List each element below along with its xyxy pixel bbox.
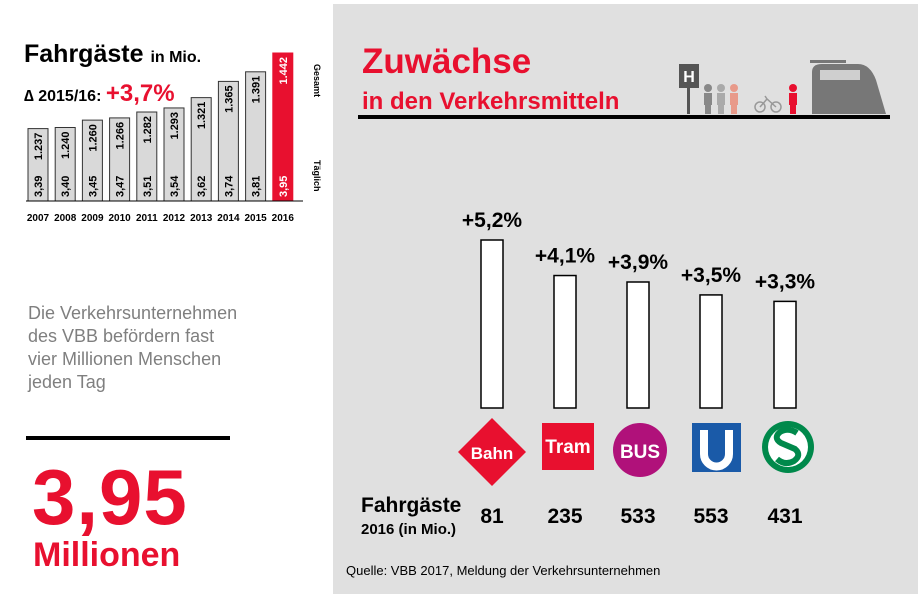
chart-title: Fahrgäste in Mio. (24, 40, 202, 68)
growth-bar (699, 294, 723, 409)
person-body (730, 93, 738, 105)
total-label: 1.442 (278, 57, 290, 85)
passenger-value: 553 (693, 505, 728, 528)
total-label: 1.240 (60, 131, 72, 159)
passengers-label: Fahrgäste (361, 494, 462, 517)
daily-label: 3,40 (60, 176, 72, 197)
total-label: 1.321 (196, 102, 208, 130)
daily-label: 3,81 (251, 176, 263, 197)
tram-logo: Tram (542, 423, 594, 470)
bahn-text: Bahn (471, 444, 514, 463)
passenger-value: 533 (620, 505, 655, 528)
passengers-sublabel: 2016 (in Mio.) (361, 521, 457, 538)
year-label: 2013 (190, 213, 213, 224)
year-label: 2011 (136, 213, 158, 224)
sbahn-logo (762, 421, 814, 473)
description: Die Verkehrsunternehmen des VBB beförder… (28, 303, 238, 392)
right-title: Zuwächse (362, 42, 532, 81)
daily-label: 3,62 (196, 176, 208, 197)
growth-label: +3,9% (608, 251, 668, 274)
passenger-value: 81 (480, 505, 504, 528)
growth-bar (626, 281, 650, 409)
total-label: 1.266 (115, 122, 127, 150)
year-label: 2012 (163, 213, 186, 224)
person-legs (790, 105, 796, 114)
delta-line: ∆ 2015/16: +3,7% (24, 80, 175, 107)
total-label: 1.237 (33, 133, 45, 161)
divider (26, 436, 230, 440)
person-body (717, 93, 725, 105)
year-label: 2009 (81, 213, 104, 224)
daily-label: 3,74 (223, 175, 235, 197)
daily-label: 3,39 (33, 176, 45, 197)
growth-bar (773, 300, 797, 409)
bahn-diamond (458, 418, 526, 486)
bicycle-icon (754, 101, 766, 113)
big-unit: Millionen (33, 536, 181, 574)
bus-stop-sign-icon (679, 64, 699, 88)
legend-daily: Täglich (312, 160, 322, 192)
growth-label: +4,1% (535, 245, 595, 268)
people-icon (704, 84, 712, 92)
year-label: 2016 (272, 213, 295, 224)
ubahn-letter (700, 430, 733, 471)
growth-label: +3,5% (681, 264, 741, 287)
year-label: 2015 (244, 213, 267, 224)
bicycle-frame (759, 95, 777, 108)
growth-label: +5,2% (462, 209, 522, 232)
growth-label: +3,3% (755, 270, 815, 293)
bus-stop-letter: H (683, 69, 695, 86)
bus-stop-pole (687, 88, 690, 114)
total-label: 1.282 (142, 116, 154, 144)
year-label: 2007 (27, 213, 50, 224)
passenger-value: 431 (767, 505, 802, 528)
header-icons: H (679, 60, 886, 114)
left-panel: Fahrgäste in Mio. ∆ 2015/16: +3,7% Die V… (0, 0, 330, 597)
bahn-logo: Bahn (458, 418, 526, 486)
ubahn-logo (692, 423, 741, 472)
person-body (704, 93, 712, 105)
people-icon (730, 84, 738, 92)
big-number: 3,95 (32, 453, 188, 541)
person-legs (718, 105, 724, 114)
passenger-value: 235 (547, 505, 582, 528)
title-underline (358, 115, 890, 119)
total-label: 1.260 (87, 124, 99, 152)
year-label: 2008 (54, 213, 77, 224)
tram-pantograph (810, 60, 846, 63)
legend-total: Gesamt (312, 64, 322, 97)
total-label: 1.391 (251, 76, 263, 104)
daily-label: 3,51 (142, 176, 154, 197)
person-legs (731, 105, 737, 114)
person-legs (705, 105, 711, 114)
total-label: 1.293 (169, 112, 181, 140)
year-label: 2014 (217, 213, 240, 224)
people-icon (717, 84, 725, 92)
bus-text: BUS (620, 442, 660, 463)
delta-value: +3,7% (105, 80, 175, 107)
daily-label: 3,95 (278, 176, 290, 197)
total-label: 1.365 (223, 85, 235, 113)
daily-label: 3,54 (169, 175, 181, 197)
daily-label: 3,45 (87, 176, 99, 197)
tram-text: Tram (545, 437, 590, 458)
daily-label: 3,47 (115, 176, 127, 197)
year-label: 2010 (108, 213, 131, 224)
person-body (789, 93, 797, 105)
growth-bar (553, 274, 577, 409)
growth-bar (480, 239, 504, 409)
source-note: Quelle: VBB 2017, Meldung der Verkehrsun… (346, 563, 661, 578)
tram-square (542, 423, 594, 470)
sbahn-letter (773, 426, 802, 467)
bus-circle (613, 423, 667, 477)
tram-window (820, 70, 860, 80)
bus-logo: BUS (613, 423, 667, 477)
people-icon (789, 84, 797, 92)
bicycle-wheel (770, 101, 782, 113)
right-subtitle: in den Verkehrsmitteln (362, 88, 620, 115)
